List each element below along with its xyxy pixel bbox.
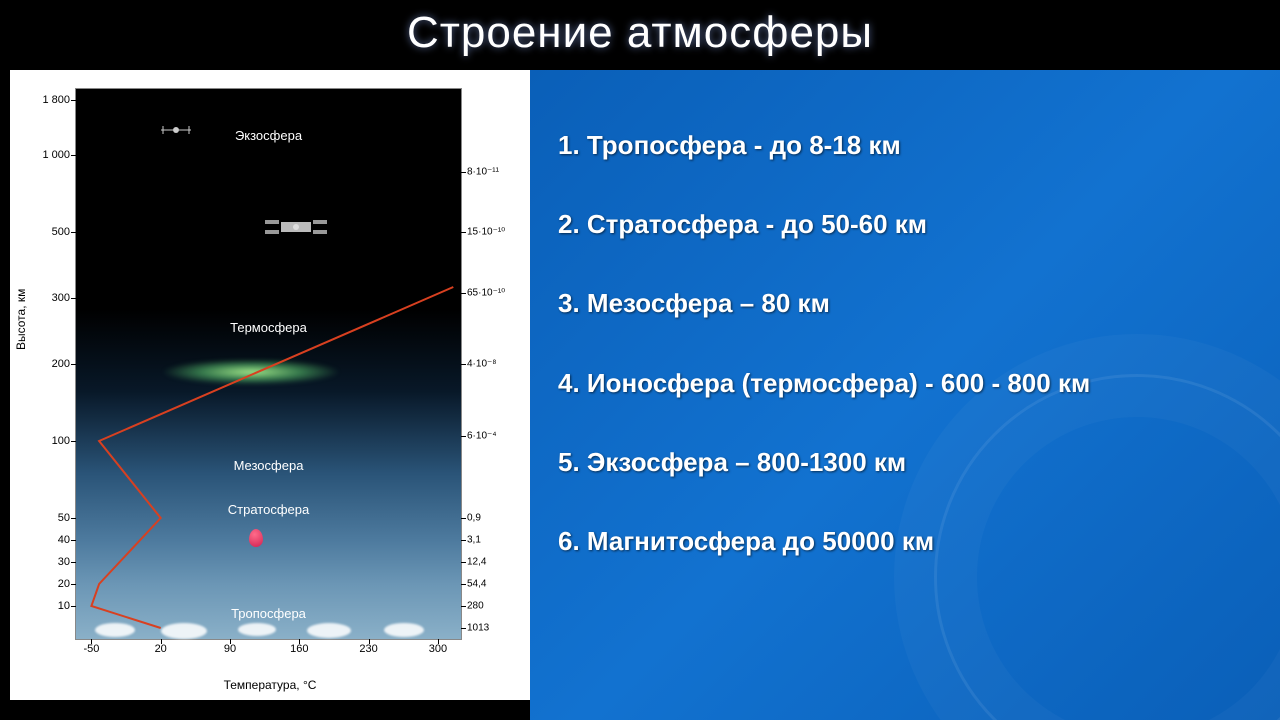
list-item: 2. Стратосфера - до 50-60 км bbox=[558, 209, 1260, 240]
right-tick-label: 6·10⁻⁴ bbox=[461, 430, 497, 441]
list-item: 3. Мезосфера – 80 км bbox=[558, 288, 1260, 319]
layer-label: Тропосфера bbox=[231, 606, 306, 621]
atmosphere-chart: Высота, км Температура, °C bbox=[10, 70, 530, 700]
list-item: 5. Экзосфера – 800-1300 км bbox=[558, 447, 1260, 478]
layer-label: Термосфера bbox=[230, 320, 307, 335]
chart-plot-area: 1 8001 00050030020010050403020108·10⁻¹¹1… bbox=[75, 88, 462, 640]
spacecraft-icon bbox=[261, 210, 321, 240]
list-item: 4. Ионосфера (термосфера) - 600 - 800 км bbox=[558, 368, 1260, 399]
x-axis-label: Температура, °C bbox=[224, 678, 317, 692]
aurora-icon bbox=[161, 359, 341, 385]
content-row: Высота, км Температура, °C bbox=[0, 70, 1280, 720]
right-tick-label: 65·10⁻¹⁰ bbox=[461, 287, 505, 298]
layers-list: 1. Тропосфера - до 8-18 км 2. Стратосфера… bbox=[530, 70, 1280, 720]
page-title: Строение атмосферы bbox=[0, 0, 1280, 64]
layer-label: Мезосфера bbox=[234, 458, 304, 473]
y-axis-label: Высота, км bbox=[14, 289, 28, 350]
layer-label: Экзосфера bbox=[235, 128, 302, 143]
right-tick-label: 4·10⁻⁸ bbox=[461, 359, 497, 370]
layer-label: Стратосфера bbox=[228, 502, 309, 517]
balloon-icon bbox=[249, 529, 263, 547]
list-item: 1. Тропосфера - до 8-18 км bbox=[558, 130, 1260, 161]
right-tick-label: 15·10⁻¹⁰ bbox=[461, 227, 505, 238]
satellite-icon bbox=[161, 122, 191, 143]
right-tick-label: 8·10⁻¹¹ bbox=[461, 166, 499, 177]
list-item: 6. Магнитосфера до 50000 км bbox=[558, 526, 1260, 557]
